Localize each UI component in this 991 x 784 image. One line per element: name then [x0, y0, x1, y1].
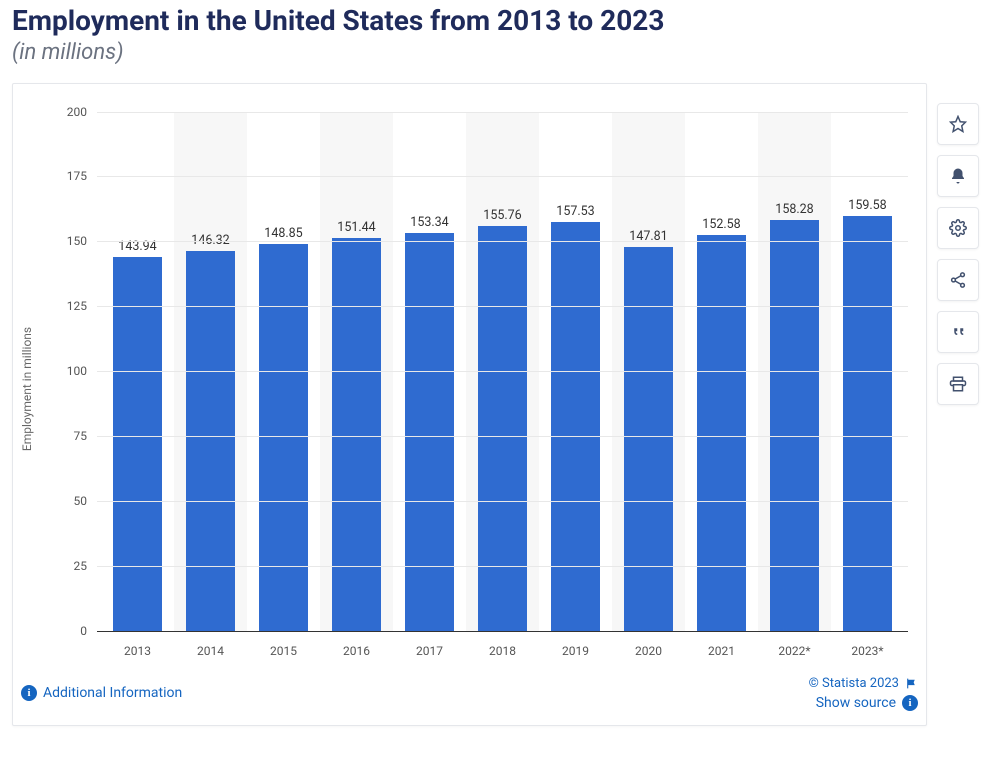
- chart-toolbar: [937, 83, 979, 405]
- additional-info-link[interactable]: i Additional Information: [21, 685, 182, 701]
- x-tick-label: 2021: [685, 644, 758, 658]
- bar-value-label: 155.76: [483, 208, 521, 223]
- show-source-label: Show source: [816, 695, 896, 711]
- bar-value-label: 159.58: [848, 198, 886, 213]
- flag-icon: [905, 677, 918, 690]
- show-source-link[interactable]: Show source i: [816, 695, 918, 711]
- y-axis-title: Employment in millions: [20, 326, 34, 450]
- share-icon: [949, 271, 967, 289]
- y-tick-label: 150: [67, 234, 87, 248]
- chart-bar[interactable]: 159.58: [843, 216, 893, 630]
- notify-button[interactable]: [937, 155, 979, 197]
- gear-icon: [949, 219, 967, 237]
- y-tick-label: 25: [74, 559, 88, 573]
- bar-value-label: 151.44: [337, 220, 375, 235]
- chart-bar[interactable]: 155.76: [478, 226, 528, 630]
- bar-value-label: 158.28: [775, 202, 813, 217]
- x-tick-label: 2014: [174, 644, 247, 658]
- chart-bar[interactable]: 147.81: [624, 247, 674, 631]
- bar-value-label: 157.53: [556, 204, 594, 219]
- y-tick-label: 200: [67, 105, 87, 119]
- y-tick-label: 100: [67, 364, 87, 378]
- bell-icon: [949, 167, 967, 185]
- x-tick-label: 2016: [320, 644, 393, 658]
- x-tick-label: 2020: [612, 644, 685, 658]
- bar-value-label: 148.85: [264, 226, 302, 241]
- star-icon: [949, 115, 967, 133]
- gridline: [97, 241, 908, 242]
- bar-value-label: 152.58: [702, 217, 740, 232]
- gridline: [97, 566, 908, 567]
- chart-area: Employment in millions 143.94146.32148.8…: [63, 102, 908, 662]
- chart-bar[interactable]: 158.28: [770, 220, 820, 631]
- y-tick-label: 0: [80, 624, 87, 638]
- share-button[interactable]: [937, 259, 979, 301]
- chart-bar[interactable]: 152.58: [697, 235, 747, 631]
- x-axis-labels: 2013201420152016201720182019202020212022…: [97, 644, 908, 658]
- cite-button[interactable]: [937, 311, 979, 353]
- copyright-link[interactable]: © Statista 2023: [809, 676, 918, 691]
- y-tick-label: 75: [74, 429, 88, 443]
- gridline: [97, 501, 908, 502]
- print-icon: [949, 375, 967, 393]
- info-icon: i: [21, 685, 37, 701]
- info-icon: i: [902, 695, 918, 711]
- x-tick-label: 2019: [539, 644, 612, 658]
- x-tick-label: 2023*: [831, 644, 904, 658]
- chart-bar[interactable]: 157.53: [551, 222, 601, 631]
- x-tick-label: 2013: [101, 644, 174, 658]
- copyright-text: © Statista 2023: [809, 676, 899, 691]
- favorite-button[interactable]: [937, 103, 979, 145]
- y-tick-label: 50: [74, 494, 88, 508]
- x-tick-label: 2022*: [758, 644, 831, 658]
- x-tick-label: 2015: [247, 644, 320, 658]
- gridline: [97, 306, 908, 307]
- quote-icon: [949, 323, 967, 341]
- chart-plot: 143.94 146.32 148.85 151.44 153.34 155.76 157.…: [97, 112, 908, 632]
- gridline: [97, 371, 908, 372]
- settings-button[interactable]: [937, 207, 979, 249]
- chart-bar[interactable]: 143.94: [113, 257, 163, 631]
- chart-bar[interactable]: 153.34: [405, 233, 455, 631]
- page-title: Employment in the United States from 201…: [12, 4, 979, 38]
- y-tick-label: 125: [67, 299, 87, 313]
- gridline: [97, 436, 908, 437]
- page-subtitle: (in millions): [12, 40, 979, 65]
- chart-card: Employment in millions 143.94 146.32 148.8…: [12, 83, 927, 726]
- x-tick-label: 2017: [393, 644, 466, 658]
- gridline: [97, 176, 908, 177]
- chart-bar[interactable]: 146.32: [186, 251, 236, 631]
- bar-value-label: 153.34: [410, 215, 448, 230]
- print-button[interactable]: [937, 363, 979, 405]
- y-tick-label: 175: [67, 169, 87, 183]
- x-tick-label: 2018: [466, 644, 539, 658]
- additional-info-label: Additional Information: [43, 685, 182, 701]
- chart-bar[interactable]: 151.44: [332, 238, 382, 631]
- chart-bar[interactable]: 148.85: [259, 244, 309, 630]
- gridline: [97, 112, 908, 113]
